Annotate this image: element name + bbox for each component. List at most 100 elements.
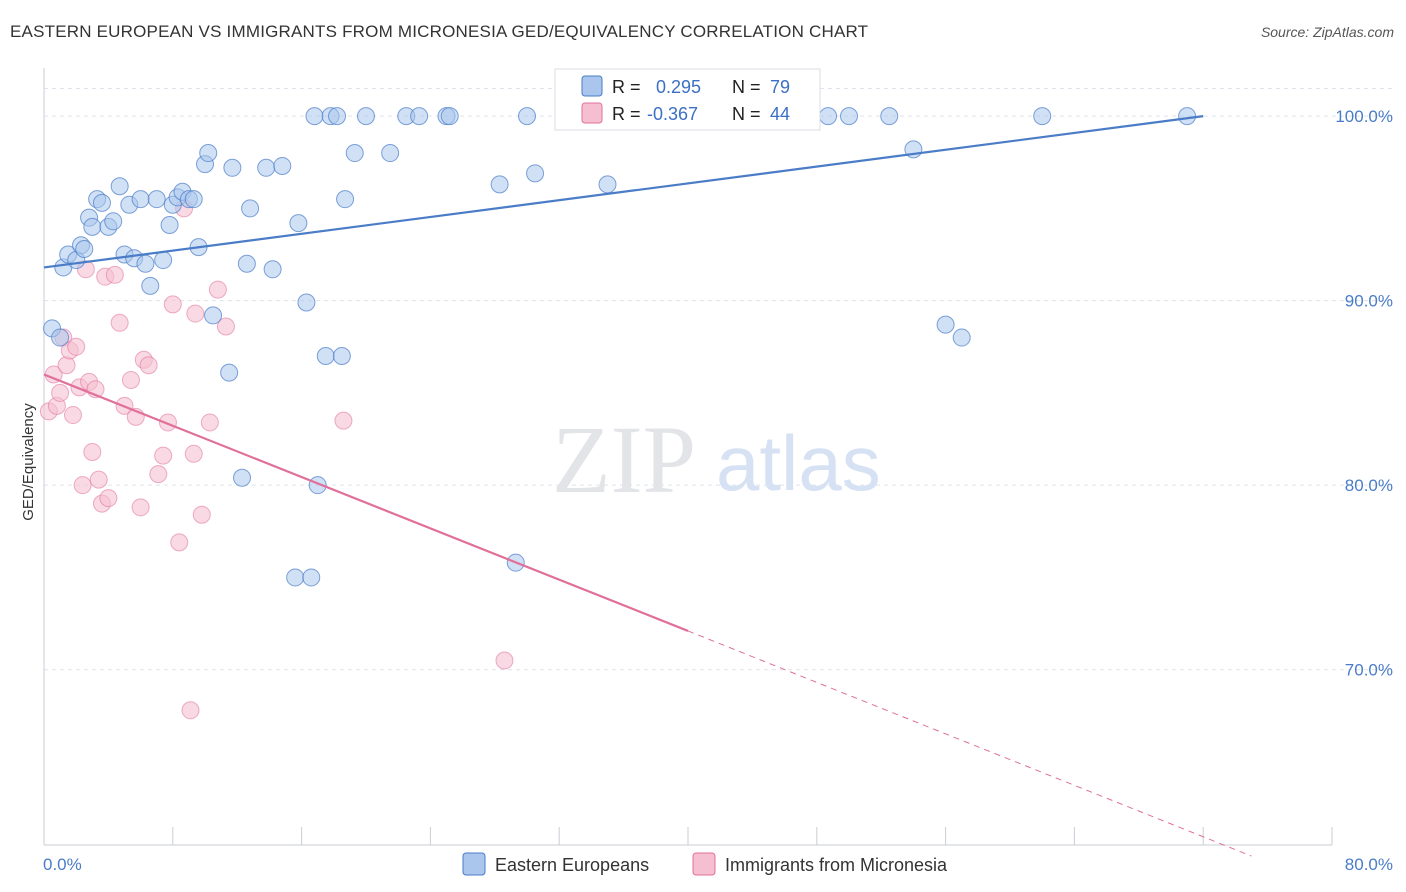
series-micronesia-points — [39, 199, 514, 720]
eastern-point — [220, 363, 239, 382]
x-tick-label-min: 0.0% — [43, 855, 82, 874]
legend-r-value-2: -0.367 — [647, 104, 698, 124]
bottom-legend: Eastern Europeans Immigrants from Micron… — [462, 852, 948, 876]
legend-n-value-1: 79 — [770, 77, 790, 97]
eastern-point — [1178, 107, 1197, 126]
eastern-point — [332, 347, 351, 366]
y-axis-label: GED/Equivalency — [20, 403, 37, 521]
y-tick-label: 70.0% — [1345, 661, 1393, 680]
legend-r-label-2: R = — [612, 104, 641, 124]
micronesia-point — [57, 356, 76, 375]
trend-layer — [43, 115, 1252, 857]
eastern-point — [204, 306, 223, 325]
bottom-legend-swatch-blue — [462, 852, 486, 876]
legend-n-value-2: 44 — [770, 104, 790, 124]
eastern-point — [297, 293, 316, 312]
eastern-point — [199, 144, 218, 163]
bottom-legend-swatch-pink — [692, 852, 716, 876]
micronesia-point — [83, 442, 102, 461]
y-tick-label: 90.0% — [1345, 292, 1393, 311]
micronesia-point — [186, 304, 205, 323]
eastern-trendline — [43, 115, 1204, 269]
eastern-point — [440, 107, 459, 126]
chart-source: Source: ZipAtlas.com — [1260, 24, 1394, 40]
eastern-point — [381, 144, 400, 163]
bottom-legend-label-eastern: Eastern Europeans — [495, 855, 649, 875]
micronesia-point — [154, 446, 173, 465]
micronesia-point — [170, 533, 189, 552]
eastern-point — [223, 158, 242, 177]
eastern-point — [1033, 107, 1052, 126]
watermark-atlas: atlas — [716, 419, 881, 507]
eastern-point — [840, 107, 858, 126]
eastern-point — [233, 468, 252, 487]
eastern-point — [880, 107, 899, 126]
micronesia-point — [121, 371, 140, 389]
micronesia-point — [89, 470, 108, 489]
eastern-point — [136, 254, 155, 273]
eastern-point — [154, 251, 173, 270]
micronesia-point — [181, 701, 200, 720]
legend-r-value-1: 0.295 — [656, 77, 701, 97]
micronesia-point — [63, 406, 82, 425]
eastern-point — [357, 107, 375, 126]
micronesia-trendline — [43, 373, 689, 632]
micronesia-point — [208, 280, 227, 299]
legend-n-label-2: N = — [732, 104, 761, 124]
axes-layer: 70.0% 80.0% 90.0% 100.0% — [43, 68, 1393, 846]
eastern-point — [257, 158, 276, 177]
eastern-point — [598, 175, 617, 194]
micronesia-point — [192, 505, 211, 524]
legend-box: R = 0.295 N = 79 R = -0.367 N = 44 — [554, 68, 821, 131]
eastern-point — [273, 156, 292, 175]
grid-layer — [44, 87, 1392, 671]
eastern-point — [83, 217, 102, 236]
bottom-legend-label-micronesia: Immigrants from Micronesia — [725, 855, 948, 875]
micronesia-point — [495, 651, 514, 670]
eastern-point — [263, 260, 282, 279]
micronesia-point — [131, 498, 150, 517]
eastern-point — [526, 164, 545, 183]
eastern-point — [345, 144, 364, 163]
eastern-point — [131, 190, 150, 209]
micronesia-point — [73, 476, 92, 495]
eastern-point — [328, 107, 347, 126]
eastern-point — [160, 216, 179, 234]
eastern-point — [518, 107, 536, 126]
y-tick-label: 80.0% — [1345, 476, 1393, 495]
micronesia-point — [184, 444, 203, 463]
legend-n-label-1: N = — [732, 77, 761, 97]
legend-swatch-blue — [581, 75, 603, 97]
micronesia-point — [105, 265, 124, 284]
eastern-point — [289, 214, 308, 233]
eastern-point — [141, 276, 160, 295]
eastern-point — [104, 212, 123, 231]
micronesia-point — [163, 295, 182, 314]
series-eastern-points — [43, 107, 1197, 587]
micronesia-point — [200, 413, 219, 432]
eastern-point — [336, 190, 355, 209]
micronesia-point — [110, 313, 129, 332]
micronesia-point — [139, 356, 158, 375]
eastern-point — [490, 175, 509, 194]
y-tick-label: 100.0% — [1335, 107, 1393, 126]
eastern-point — [305, 107, 324, 126]
eastern-point — [286, 568, 305, 587]
micronesia-point — [149, 465, 168, 484]
eastern-point — [241, 199, 260, 218]
chart-title: EASTERN EUROPEAN VS IMMIGRANTS FROM MICR… — [10, 22, 869, 41]
eastern-point — [92, 193, 111, 212]
micronesia-point — [51, 383, 70, 402]
eastern-point — [316, 347, 335, 366]
eastern-point — [75, 239, 94, 258]
x-tick-label-max: 80.0% — [1345, 855, 1393, 874]
eastern-point — [110, 177, 129, 196]
micronesia-point — [99, 489, 118, 508]
micronesia-point — [334, 411, 353, 430]
eastern-point — [410, 107, 429, 126]
watermark: ZIP atlas — [552, 406, 881, 513]
micronesia-point — [67, 337, 86, 356]
eastern-point — [952, 328, 971, 347]
eastern-point — [237, 254, 256, 273]
